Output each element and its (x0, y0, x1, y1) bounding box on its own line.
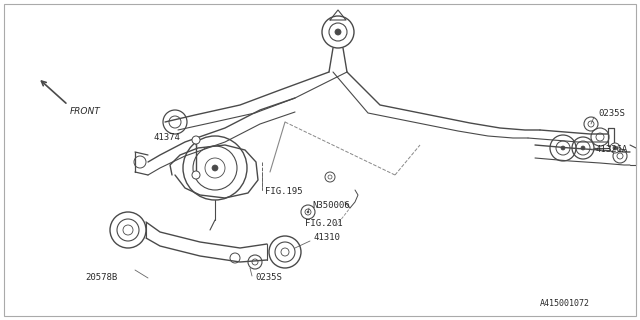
Text: N350006: N350006 (312, 202, 349, 211)
Text: FIG.195: FIG.195 (265, 188, 303, 196)
Circle shape (192, 136, 200, 144)
Text: 20578B: 20578B (85, 274, 117, 283)
Text: 41326A: 41326A (596, 146, 628, 155)
Text: FIG.201: FIG.201 (305, 220, 342, 228)
Circle shape (212, 165, 218, 171)
Text: 41374: 41374 (154, 133, 181, 142)
Circle shape (561, 146, 565, 150)
Text: 0235S: 0235S (598, 108, 625, 117)
Text: 41310: 41310 (313, 234, 340, 243)
Circle shape (307, 211, 309, 213)
Circle shape (335, 29, 341, 35)
Polygon shape (330, 10, 346, 20)
Text: 0235S: 0235S (255, 274, 282, 283)
Circle shape (581, 146, 585, 150)
Text: FRONT: FRONT (70, 107, 100, 116)
Text: A415001072: A415001072 (540, 300, 590, 308)
Circle shape (192, 171, 200, 179)
Circle shape (613, 146, 617, 150)
Circle shape (610, 143, 620, 153)
